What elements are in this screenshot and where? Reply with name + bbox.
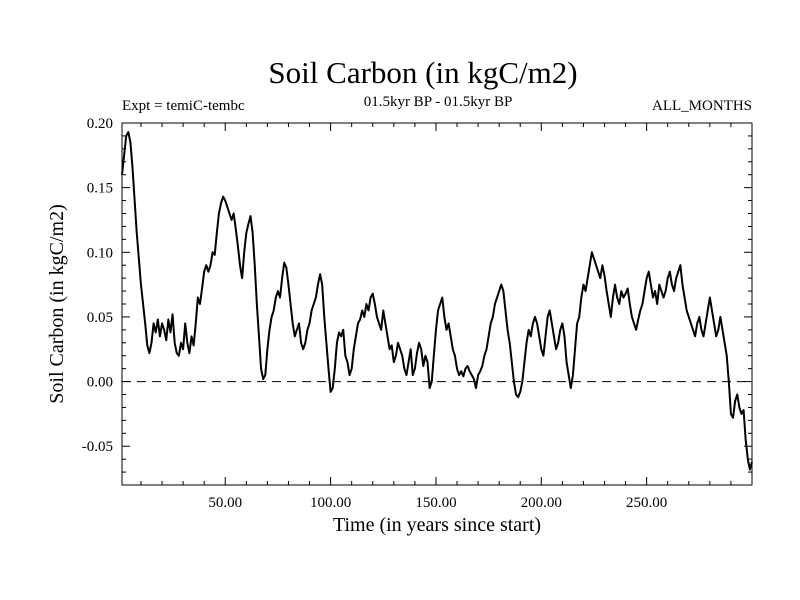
y-axis-label: Soil Carbon (in kgC/m2) xyxy=(46,204,68,403)
y-axis-tick-labels: -0.05 0.00 0.05 0.10 0.15 0.20 xyxy=(82,116,113,455)
chart-subtitle: 01.5kyr BP - 01.5kyr BP xyxy=(364,94,513,110)
y-tick-label: 0.20 xyxy=(87,116,113,132)
y-tick-label: 0.15 xyxy=(87,181,113,197)
x-tick-label: 50.00 xyxy=(208,495,242,511)
y-tick-label: 0.00 xyxy=(87,375,113,391)
x-tick-label: 250.00 xyxy=(626,495,667,511)
soil-carbon-series-line xyxy=(121,131,753,471)
x-axis-ticks xyxy=(140,123,753,485)
months-label: ALL_MONTHS xyxy=(652,98,752,114)
y-tick-label: 0.10 xyxy=(87,245,113,261)
chart-title: Soil Carbon (in kgC/m2) xyxy=(268,55,577,90)
x-axis-tick-labels: 50.00 100.00 150.00 200.00 250.00 xyxy=(208,495,667,511)
x-tick-label: 150.00 xyxy=(415,495,456,511)
x-tick-label: 200.00 xyxy=(521,495,562,511)
x-tick-label: 100.00 xyxy=(310,495,351,511)
experiment-label: Expt = temiC-tembc xyxy=(122,98,245,114)
y-tick-label: 0.05 xyxy=(87,310,113,326)
y-tick-label: -0.05 xyxy=(82,439,113,455)
x-axis-label: Time (in years since start) xyxy=(333,514,541,536)
